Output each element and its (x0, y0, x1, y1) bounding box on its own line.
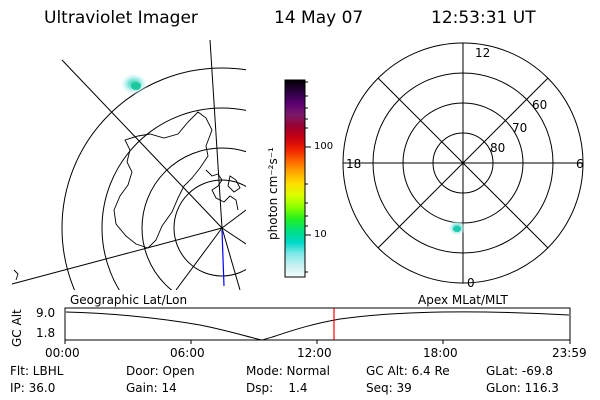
coastline (113, 111, 213, 249)
timeline-x-label: 18:00 (423, 346, 458, 360)
latitude-circle (101, 107, 246, 290)
mlat-label-80: 80 (490, 141, 506, 155)
mode-status: Mode: Normal (246, 364, 330, 378)
latitude-circle (141, 147, 246, 290)
colorbar (284, 79, 306, 278)
mlt-line (377, 77, 549, 249)
aurora-spot-core (131, 82, 141, 90)
timeline-x-label: 00:00 (45, 346, 80, 360)
timeline-y-max: 9.0 (36, 306, 56, 320)
mlat-label-70: 70 (512, 121, 528, 135)
longitude-line (11, 227, 223, 285)
longitude-line (221, 227, 246, 245)
apex-caption: Apex MLat/MLT (418, 293, 508, 307)
mlt-label-12: 12 (475, 46, 491, 60)
app-title: Ultraviolet Imager (44, 8, 198, 28)
coastline (205, 169, 239, 211)
door-status: Door: Open (126, 364, 195, 378)
timeline-ticks (64, 340, 571, 344)
altitude-curve (65, 311, 570, 341)
mlat-label-60: 60 (532, 98, 548, 112)
ip-status: IP: 36.0 (10, 381, 56, 395)
glon-status: GLon: 116.3 (486, 381, 559, 395)
longitude-line (61, 59, 223, 229)
colorbar-ticks (305, 81, 311, 273)
mlt-label-18: 18 (346, 157, 362, 171)
gain-status: Gain: 14 (126, 381, 177, 395)
satellite-track (221, 229, 225, 287)
longitude-line (209, 40, 223, 229)
seq-status: Seq: 39 (366, 381, 412, 395)
coastline (227, 175, 241, 193)
latitude-circle (61, 67, 246, 290)
aurora-spot-core (453, 226, 461, 232)
timeline-x-label: 12:00 (297, 346, 332, 360)
filter-status: Flt: LBHL (10, 364, 64, 378)
colorbar-tick-label: 100 (314, 141, 334, 152)
timeline-axis-label: GC Alt (10, 309, 24, 347)
timeline-x-label: 23:59 (552, 346, 587, 360)
time-label: 12:53:31 UT (431, 8, 536, 28)
longitude-line (221, 209, 246, 229)
timeline-y-min: 1.8 (36, 326, 56, 340)
date-label: 14 May 07 (274, 8, 364, 28)
coastline (13, 269, 19, 281)
colorbar-tick-label: 10 (314, 229, 327, 240)
geographic-map (11, 40, 246, 290)
longitude-line (221, 227, 241, 290)
timeline-x-label: 06:00 (170, 346, 205, 360)
dsp-status: Dsp: 1.4 (246, 381, 308, 395)
mlt-label-0: 0 (467, 276, 475, 290)
glat-status: GLat: -69.8 (486, 364, 553, 378)
apex-polar-plot (342, 42, 584, 284)
longitude-line (175, 227, 223, 290)
mlt-label-6: 6 (576, 157, 584, 171)
gc-alt-status: GC Alt: 6.4 Re (366, 364, 450, 378)
geographic-caption: Geographic Lat/Lon (70, 293, 188, 307)
colorbar-unit-label: photon cm⁻²s⁻¹ (266, 147, 280, 240)
